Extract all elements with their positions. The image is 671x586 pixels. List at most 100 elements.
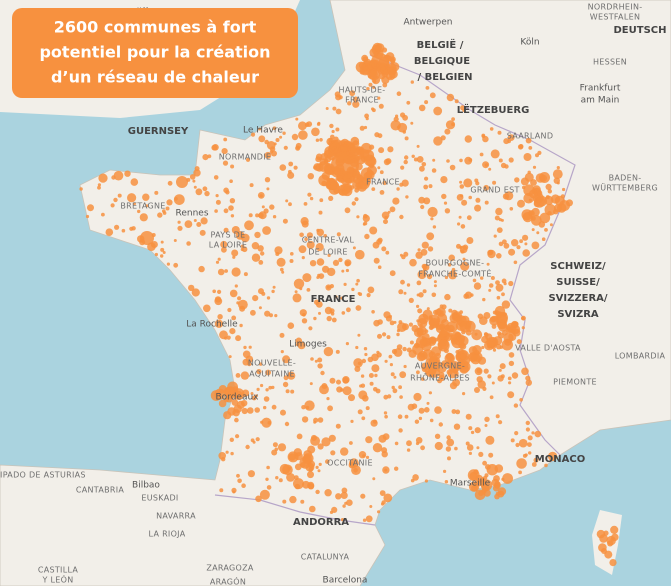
commune-dot: [402, 323, 409, 331]
commune-dot: [398, 385, 402, 390]
commune-dot: [377, 265, 382, 270]
map-label: Rennes: [175, 209, 208, 219]
commune-dot: [518, 438, 528, 448]
commune-dot: [342, 189, 348, 195]
commune-dot: [397, 122, 408, 133]
commune-dot: [189, 174, 196, 180]
commune-dot: [486, 262, 490, 266]
map-label: GRAND EST: [470, 186, 519, 195]
commune-dot: [492, 348, 497, 352]
commune-dot: [283, 375, 289, 381]
commune-dot: [111, 175, 116, 180]
commune-dot: [237, 478, 242, 484]
commune-dot: [490, 276, 495, 280]
commune-dot: [418, 104, 426, 112]
commune-dot: [547, 451, 558, 462]
commune-dot: [280, 267, 284, 272]
commune-dot: [436, 362, 447, 373]
commune-dot: [379, 490, 386, 496]
commune-dot: [266, 141, 276, 150]
commune-dot: [360, 374, 365, 378]
commune-dot: [438, 372, 445, 378]
map-label: BOURGOGNE-: [426, 259, 485, 268]
commune-dot: [371, 364, 380, 373]
commune-dot: [507, 376, 512, 381]
commune-dot: [500, 218, 504, 222]
commune-dot: [295, 117, 299, 121]
commune-dot: [482, 161, 490, 169]
commune-dot: [385, 250, 390, 255]
commune-dot: [133, 202, 136, 206]
commune-dot: [154, 252, 158, 257]
commune-dot: [447, 456, 451, 461]
commune-dot: [377, 510, 381, 514]
commune-dot: [458, 335, 469, 346]
commune-dot: [320, 370, 325, 376]
commune-dot: [487, 374, 492, 379]
commune-dot: [485, 435, 495, 445]
commune-dot: [421, 377, 425, 381]
commune-dot: [472, 345, 482, 355]
commune-dot: [193, 185, 197, 189]
title-line: 2600 communes à fort: [54, 18, 257, 37]
commune-dot: [428, 391, 432, 395]
commune-dot: [511, 239, 519, 247]
commune-dot: [508, 332, 517, 341]
commune-dot: [531, 462, 537, 467]
map-label: ZARAGOZA: [206, 564, 254, 573]
commune-dot: [401, 179, 409, 187]
commune-dot: [338, 95, 343, 100]
commune-dot: [335, 108, 342, 115]
commune-dot: [399, 371, 407, 379]
commune-dot: [457, 222, 461, 226]
commune-dot: [363, 221, 368, 226]
commune-dot: [349, 90, 356, 97]
commune-dot: [361, 416, 366, 421]
commune-dot: [214, 319, 224, 328]
commune-dot: [508, 157, 514, 163]
commune-dot: [271, 449, 278, 456]
commune-dot: [214, 209, 218, 213]
commune-dot: [313, 417, 319, 423]
commune-dot: [398, 320, 403, 324]
commune-dot: [448, 270, 457, 280]
commune-dot: [474, 204, 482, 212]
commune-dot: [291, 133, 299, 141]
commune-dot: [330, 450, 336, 456]
commune-dot: [251, 242, 260, 250]
commune-dot: [433, 136, 443, 146]
commune-dot: [231, 267, 241, 277]
commune-dot: [510, 438, 515, 443]
commune-dot: [523, 153, 532, 161]
commune-dot: [408, 297, 414, 303]
commune-dot: [342, 377, 350, 384]
commune-dot: [255, 213, 260, 218]
commune-dot: [544, 204, 557, 216]
commune-dot: [293, 165, 298, 170]
commune-dot: [492, 310, 497, 315]
commune-dot: [409, 258, 417, 267]
commune-dot: [476, 376, 483, 383]
commune-dot: [516, 458, 527, 469]
commune-dot: [265, 388, 269, 392]
commune-dot: [232, 255, 236, 259]
commune-dot: [340, 296, 344, 300]
commune-dot: [226, 335, 231, 340]
commune-dot: [454, 99, 459, 104]
commune-dot: [113, 170, 124, 181]
commune-dot: [372, 443, 383, 453]
commune-dot: [384, 359, 388, 363]
commune-dot: [334, 295, 338, 299]
commune-dot: [527, 442, 532, 447]
commune-dot: [375, 43, 385, 53]
commune-dot: [399, 214, 404, 220]
commune-dot: [288, 161, 294, 167]
commune-dot: [264, 139, 270, 145]
commune-dot: [524, 242, 528, 246]
commune-dot: [403, 291, 407, 295]
commune-dot: [492, 484, 500, 492]
map-label: FRANCE: [311, 294, 356, 305]
commune-dot: [422, 289, 427, 294]
commune-dot: [366, 293, 371, 298]
commune-dot: [377, 166, 381, 170]
